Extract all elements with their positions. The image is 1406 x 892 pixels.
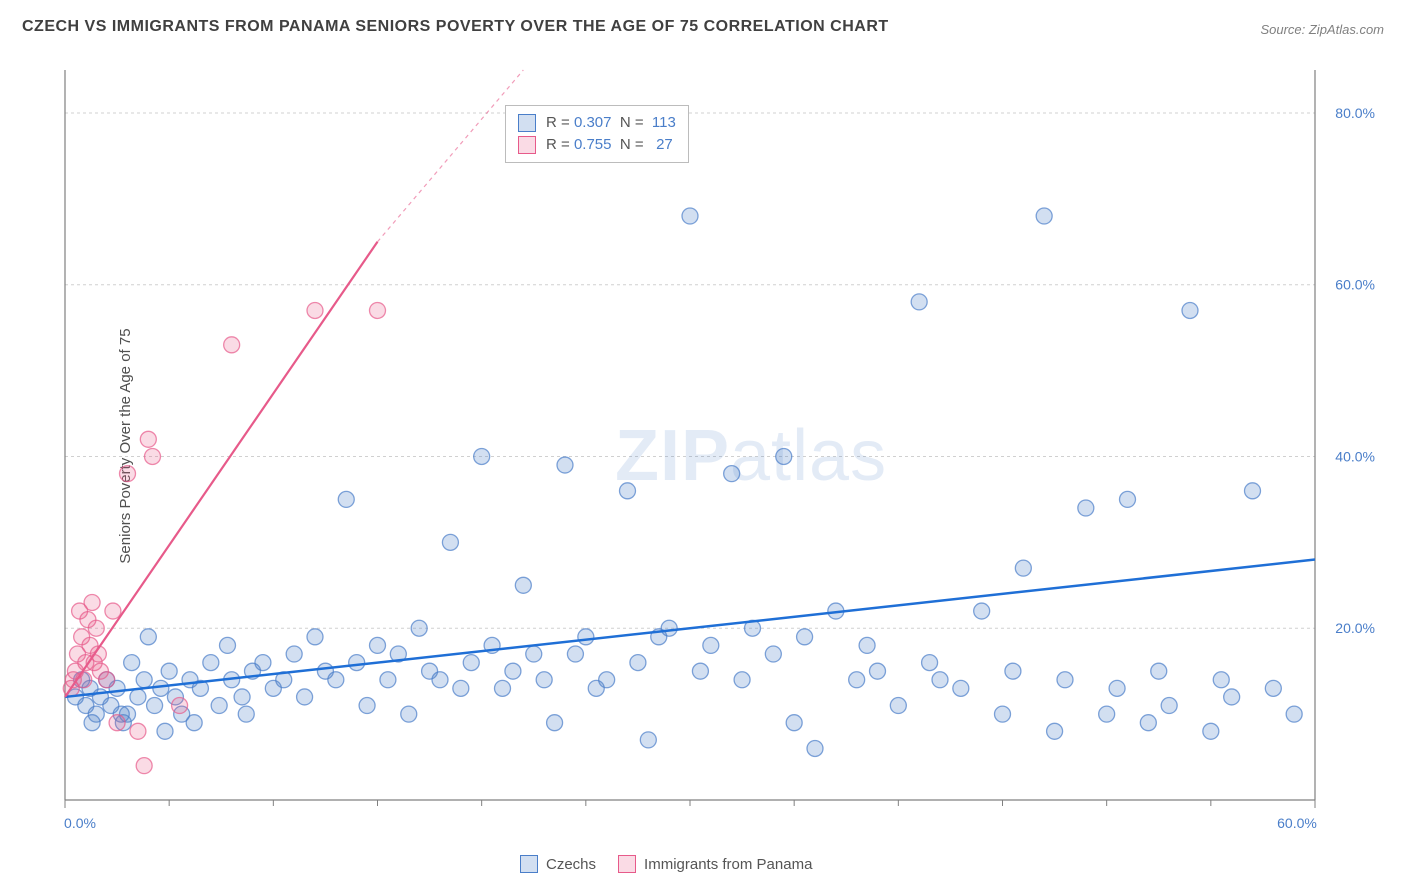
swatch-blue-icon (518, 114, 536, 132)
legend: Czechs Immigrants from Panama (520, 855, 812, 873)
source-attribution: Source: ZipAtlas.com (1260, 22, 1384, 37)
legend-label: Immigrants from Panama (644, 856, 812, 873)
stats-row-pink: R = 0.755 N = 27 (518, 134, 676, 156)
legend-item-blue: Czechs (520, 855, 596, 873)
svg-text:40.0%: 40.0% (1335, 448, 1375, 464)
correlation-stats-box: R = 0.307 N = 113 R = 0.755 N = 27 (505, 105, 689, 163)
swatch-blue-icon (520, 855, 538, 873)
plot-area: 20.0%40.0%60.0%80.0%0.0%60.0% ZIPatlas R… (55, 50, 1385, 842)
stats-row-blue: R = 0.307 N = 113 (518, 112, 676, 134)
scatter-plot-svg: 20.0% 40.0% 60.0% 80.0% 0.0% 60.0% (55, 50, 1385, 842)
swatch-pink-icon (518, 136, 536, 154)
svg-text:0.0%: 0.0% (64, 815, 96, 831)
svg-text:60.0%: 60.0% (1335, 277, 1375, 293)
svg-text:80.0%: 80.0% (1335, 105, 1375, 121)
svg-text:60.0%: 60.0% (1277, 815, 1317, 831)
legend-item-pink: Immigrants from Panama (618, 855, 812, 873)
svg-text:20.0%: 20.0% (1335, 620, 1375, 636)
legend-label: Czechs (546, 856, 596, 873)
swatch-pink-icon (618, 855, 636, 873)
chart-title: CZECH VS IMMIGRANTS FROM PANAMA SENIORS … (22, 18, 889, 36)
